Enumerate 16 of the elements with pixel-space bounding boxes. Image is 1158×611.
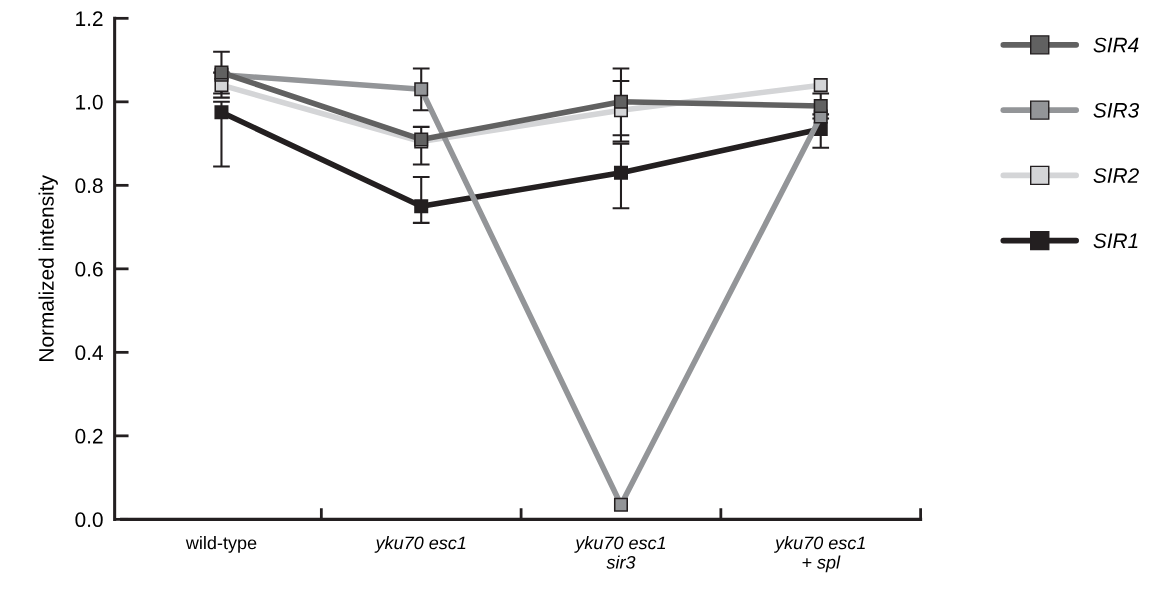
y-tick-label: 0.6 (75, 261, 103, 277)
x-tick-label: wild-type (185, 536, 257, 553)
legend-label: SIR2 (1093, 168, 1139, 183)
y-tick-label: 0.2 (75, 428, 103, 444)
legend-label: SIR4 (1093, 37, 1139, 53)
x-tick-label: yku70 esc1 sir3 (574, 536, 666, 569)
legend-label: SIR1 (1093, 233, 1138, 249)
y-tick-label: 1.0 (76, 94, 103, 110)
y-tick-label: 0.8 (75, 178, 103, 194)
y-tick-label: 1.2 (76, 11, 103, 26)
legend-label: SIR3 (1093, 102, 1139, 118)
x-tick-label: yku70 esc1 + spl (774, 536, 865, 573)
y-tick-label: 0.4 (75, 345, 103, 361)
y-tick-label: 0.0 (75, 512, 103, 528)
y-axis-title: Normalized intensity (38, 175, 58, 361)
x-tick-label: yku70 esc1 (374, 536, 466, 553)
